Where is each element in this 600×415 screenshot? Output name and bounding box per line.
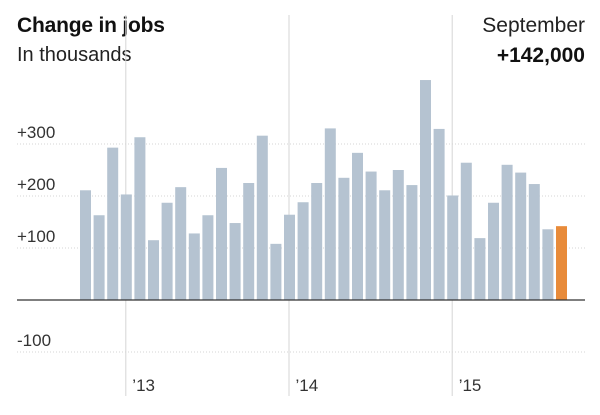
bar <box>365 171 377 300</box>
callout-label: September <box>482 14 585 37</box>
year-label: ’14 <box>296 376 319 395</box>
bar <box>379 190 391 300</box>
bar <box>188 233 200 300</box>
bar <box>120 194 132 300</box>
callout-value: +142,000 <box>496 44 585 67</box>
chart-subtitle: In thousands <box>17 44 132 66</box>
bar <box>447 195 459 300</box>
bar <box>134 137 146 300</box>
bar <box>420 80 431 300</box>
year-label: ’15 <box>459 376 482 395</box>
bar <box>80 190 91 300</box>
bar <box>501 164 513 300</box>
bar <box>216 167 227 300</box>
bar <box>161 202 173 300</box>
y-tick-label: -100 <box>17 331 51 350</box>
bar <box>311 183 323 300</box>
bar <box>460 162 472 300</box>
bar <box>93 215 105 300</box>
y-tick-label: +100 <box>17 227 55 246</box>
bar <box>338 177 350 300</box>
bar <box>270 243 282 300</box>
bar <box>406 185 418 300</box>
bar <box>148 240 159 300</box>
bar <box>392 170 404 300</box>
bar <box>202 215 214 300</box>
bar <box>542 229 554 300</box>
bar <box>256 135 268 300</box>
bar <box>243 183 255 300</box>
bar <box>528 184 540 300</box>
bar <box>324 128 336 300</box>
bar <box>433 128 445 300</box>
bar <box>107 147 119 300</box>
bar <box>515 172 527 300</box>
bar <box>175 187 187 300</box>
year-label: ’13 <box>132 376 155 395</box>
bar <box>297 202 309 300</box>
bar <box>474 238 486 300</box>
bar <box>352 152 363 300</box>
bar-highlight <box>556 226 567 300</box>
bar <box>284 214 295 300</box>
y-tick-label: +200 <box>17 175 55 194</box>
bar <box>488 202 499 300</box>
bar <box>229 223 241 300</box>
chart-title: Change in jobs <box>17 14 165 37</box>
y-tick-label: +300 <box>17 123 55 142</box>
